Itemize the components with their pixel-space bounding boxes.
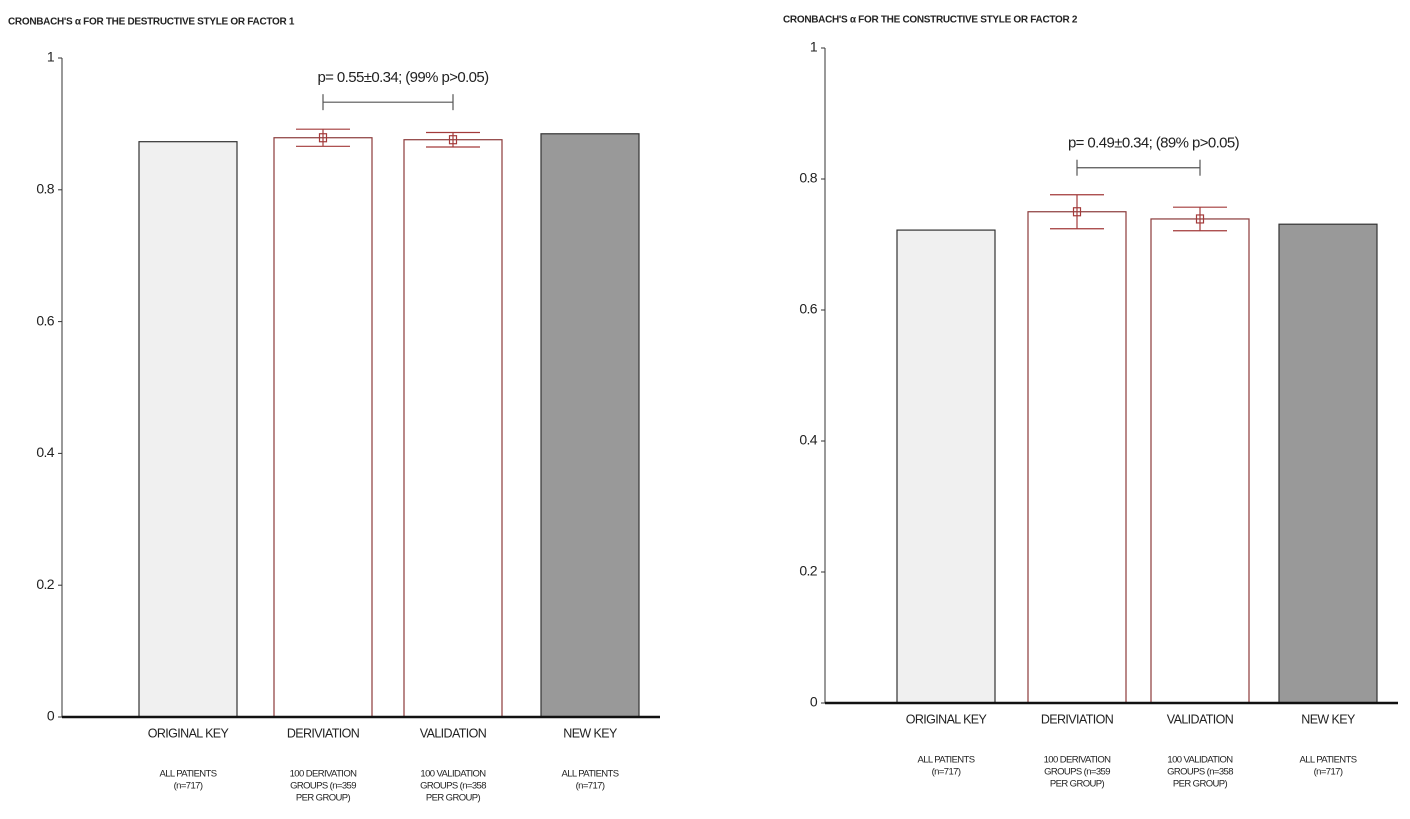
x-sublabel: ALL PATIENTS xyxy=(159,769,216,780)
y-tick-label: 1 xyxy=(47,49,55,65)
x-sublabel: 100 DERIVATION xyxy=(1044,755,1111,766)
chart-title: CRONBACH'S α FOR THE CONSTRUCTIVE STYLE … xyxy=(783,15,1078,26)
mean-marker xyxy=(1072,207,1082,217)
x-sublabel: 100 VALIDATION xyxy=(420,769,486,780)
mean-marker xyxy=(448,135,458,145)
x-sublabel: PER GROUP) xyxy=(1050,779,1105,790)
y-tick-label: 1 xyxy=(810,39,818,55)
y-tick-label: 0 xyxy=(47,708,55,724)
x-sublabel: (n=717) xyxy=(174,781,203,792)
bar xyxy=(1278,223,1378,704)
annotation: p= 0.55±0.34; (99% p>0.05) xyxy=(317,69,489,86)
x-sublabel: 100 DERIVATION xyxy=(290,769,357,780)
y-tick-label: 0.4 xyxy=(36,444,54,460)
x-tick-label: VALIDATION xyxy=(1167,712,1234,726)
y-tick-label: 0.8 xyxy=(799,170,817,186)
bar xyxy=(273,137,373,718)
x-tick-label: VALIDATION xyxy=(420,726,487,740)
bar xyxy=(403,139,503,718)
x-tick-label: ORIGINAL KEY xyxy=(148,726,230,740)
x-sublabel: GROUPS (n=359 xyxy=(290,781,356,792)
y-tick-label: 0.6 xyxy=(36,312,54,328)
y-tick-label: 0.6 xyxy=(799,301,817,317)
x-sublabel: PER GROUP) xyxy=(296,793,351,804)
y-tick-label: 0.8 xyxy=(36,181,54,197)
x-sublabel: (n=717) xyxy=(576,781,605,792)
x-tick-label: NEW KEY xyxy=(1301,712,1356,726)
bar xyxy=(540,133,640,718)
x-sublabel: GROUPS (n=358 xyxy=(1167,767,1233,778)
x-sublabel: (n=717) xyxy=(932,767,961,778)
y-tick-label: 0.2 xyxy=(799,563,817,579)
x-sublabel: 100 VALIDATION xyxy=(1167,755,1233,766)
annotation: p= 0.49±0.34; (89% p>0.05) xyxy=(1068,135,1240,152)
chart-title: CRONBACH'S α FOR THE DESTRUCTIVE STYLE O… xyxy=(8,17,295,28)
x-sublabel: GROUPS (n=358 xyxy=(420,781,486,792)
y-tick-label: 0.2 xyxy=(36,576,54,592)
y-tick-label: 0.4 xyxy=(799,432,817,448)
mean-marker xyxy=(1195,214,1205,224)
bar xyxy=(1027,211,1127,704)
x-sublabel: (n=717) xyxy=(1314,767,1343,778)
x-sublabel: ALL PATIENTS xyxy=(561,769,618,780)
x-tick-label: ORIGINAL KEY xyxy=(906,712,988,726)
x-tick-label: DERIVIATION xyxy=(287,726,360,740)
y-tick-label: 0 xyxy=(810,694,818,710)
x-sublabel: ALL PATIENTS xyxy=(1299,755,1356,766)
bar xyxy=(896,229,996,704)
bar xyxy=(138,141,238,718)
x-sublabel: GROUPS (n=359 xyxy=(1044,767,1110,778)
x-tick-label: NEW KEY xyxy=(563,726,618,740)
bar xyxy=(1150,218,1250,704)
x-tick-label: DERIVIATION xyxy=(1041,712,1114,726)
x-sublabel: ALL PATIENTS xyxy=(917,755,974,766)
mean-marker xyxy=(318,133,328,143)
x-sublabel: PER GROUP) xyxy=(426,793,481,804)
x-sublabel: PER GROUP) xyxy=(1173,779,1228,790)
